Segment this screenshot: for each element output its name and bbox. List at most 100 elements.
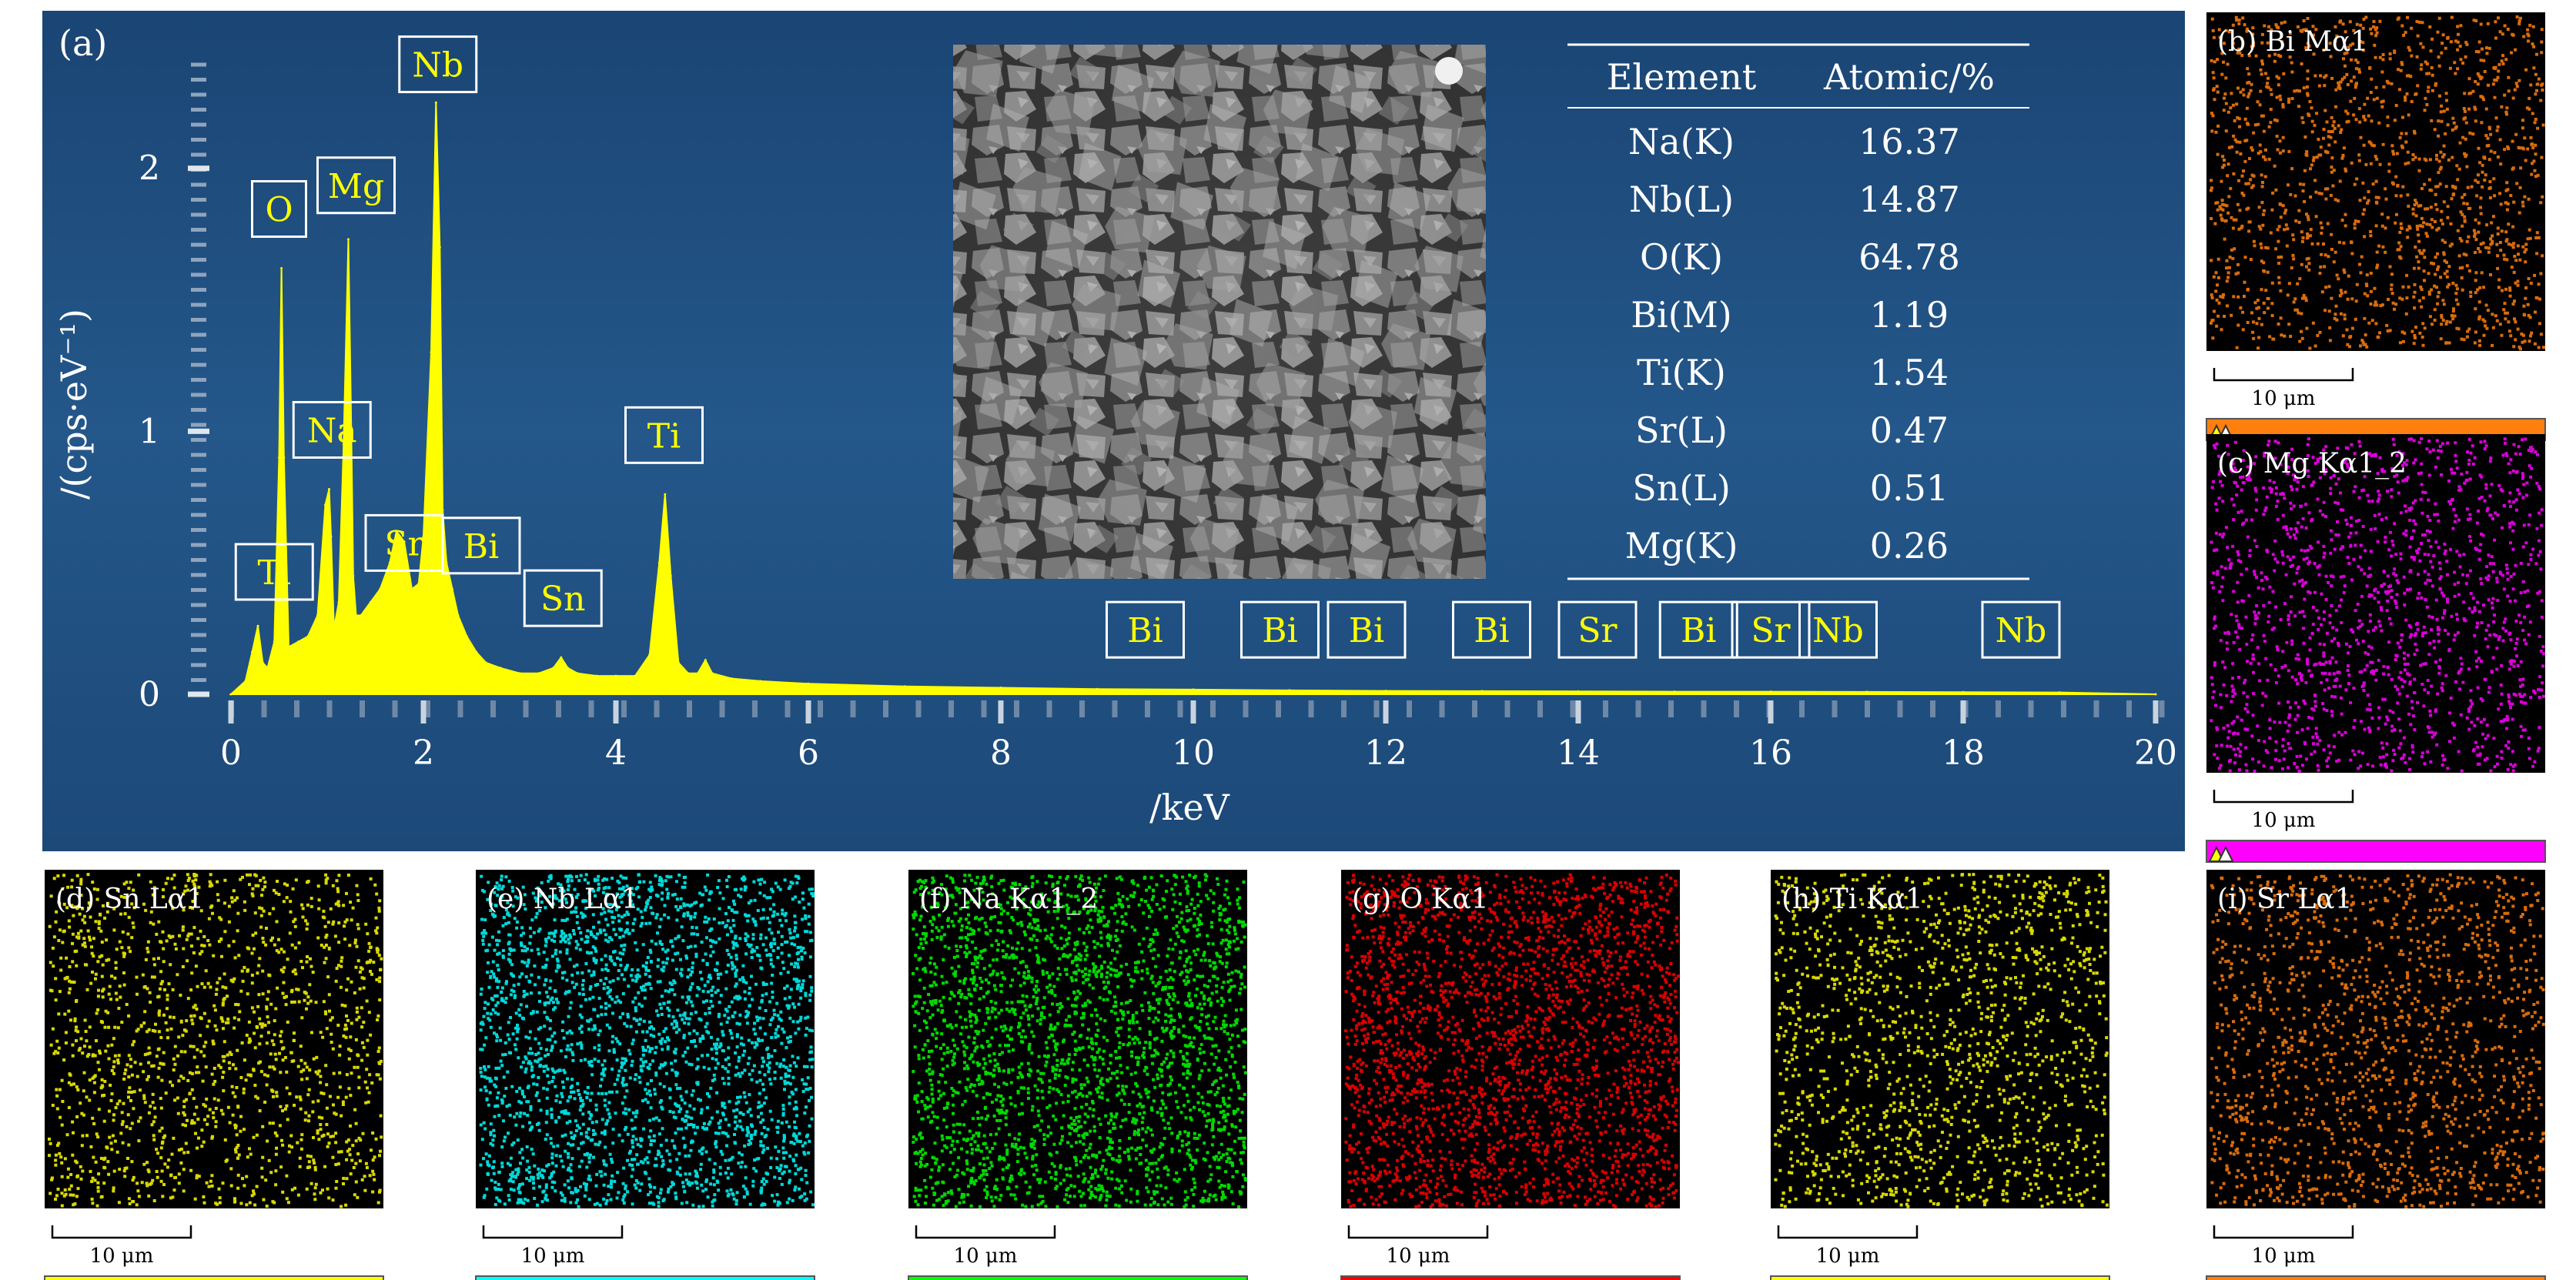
x-axis-label: /keV (1149, 787, 1230, 828)
spectrum-point (434, 101, 437, 104)
spectrum-point (1192, 688, 1195, 691)
spectrum-point (999, 687, 1002, 689)
x-minor-tick (981, 700, 987, 717)
y-minor-tick (191, 648, 206, 652)
spectrum-point (441, 509, 444, 512)
x-minor-tick (2028, 700, 2034, 717)
spectrum-point (352, 574, 355, 577)
peak-label-text: Sn (540, 580, 585, 619)
peak-label-ti: Ti (234, 543, 314, 601)
scale-bar (1347, 1225, 1489, 1239)
table-cell-atomic: 0.47 (1870, 409, 1949, 451)
spectrum-point (438, 246, 441, 249)
x-minor-tick (883, 700, 888, 717)
peak-label-bi: Bi (1326, 600, 1407, 659)
y-axis-label: /(cps·eV⁻¹) (53, 309, 95, 500)
map-panel-3: (e) Nb Lα1 10 μm (475, 870, 815, 1280)
y-minor-tick (191, 242, 206, 247)
x-tick-label: 20 (2134, 734, 2177, 773)
table-cell-element: Na(K) (1628, 121, 1735, 162)
x-minor-tick (1112, 700, 1118, 717)
peak-label-bi: Bi (1452, 600, 1531, 659)
scale-bar (1777, 1225, 1919, 1239)
x-tick-label: 8 (990, 734, 1012, 773)
x-minor-tick (1079, 700, 1085, 717)
map-image (45, 870, 383, 1208)
spectrum-point (244, 680, 247, 683)
y-minor-tick (191, 378, 206, 382)
peak-label-text: Sr (384, 524, 424, 563)
peak-label-text: Nb (412, 46, 463, 85)
y-minor-tick (191, 122, 206, 127)
table-cell-element: Sn(L) (1632, 467, 1731, 509)
scale-bar-label: 10 μm (521, 1245, 585, 1268)
peak-label-nb: Nb (398, 35, 478, 94)
scale-bar-label: 10 μm (90, 1245, 154, 1268)
x-major-tick (1383, 700, 1389, 724)
spectrum-point (1769, 690, 1772, 693)
peak-label-box (1731, 600, 1811, 659)
x-minor-tick (1832, 700, 1838, 717)
y-minor-tick (191, 182, 206, 187)
map-panel-4: (f) Na Kα1_2 10 μm (908, 870, 1248, 1280)
spectrum-point (677, 661, 680, 664)
spectrum-point (445, 561, 448, 564)
peak-label-sr: Sr (364, 513, 444, 572)
spectrum-point (355, 614, 357, 617)
spectrum-point (1096, 687, 1099, 690)
table-cell-element: Ti(K) (1637, 352, 1726, 393)
x-minor-tick (1635, 700, 1641, 717)
peak-label-sn: Sn (523, 569, 603, 627)
map-panel-2: (d) Sn Lα1 10 μm (44, 870, 384, 1280)
composition-table: Element Atomic/% Na(K) 16.37 Nb(L) 14.87 O(K… (1567, 43, 2029, 580)
x-major-tick (1768, 700, 1774, 724)
x-tick-label: 12 (1364, 734, 1407, 773)
spectrum-point (229, 693, 233, 696)
peak-label-na: Na (292, 401, 372, 459)
peak-label-text: Mg (328, 167, 384, 206)
spectrum-point (422, 535, 425, 538)
x-minor-tick (425, 700, 430, 717)
peak-label-text: Bi (1262, 611, 1297, 650)
x-major-tick (2153, 700, 2159, 724)
table-cell-atomic: 16.37 (1858, 121, 1960, 162)
x-minor-tick (1996, 700, 2001, 717)
peak-label-box (251, 180, 307, 238)
peak-label-text: Bi (1474, 611, 1509, 650)
color-bar (475, 1275, 815, 1280)
x-tick-label: 10 (1172, 734, 1215, 773)
spectrum-point (465, 635, 468, 638)
x-minor-tick (654, 700, 660, 717)
y-minor-tick (191, 528, 206, 532)
scale-bar-label: 10 μm (2252, 809, 2316, 832)
table-cell-element: Mg(K) (1625, 525, 1738, 566)
x-major-tick (1575, 700, 1581, 724)
x-minor-tick (261, 700, 267, 717)
y-minor-tick (191, 498, 206, 502)
spectrum-point (430, 351, 433, 354)
y-tick-label: 2 (139, 149, 160, 189)
spectrum-point (266, 667, 269, 670)
y-minor-tick (191, 302, 206, 307)
spectrum-point (261, 661, 264, 664)
y-minor-tick (191, 513, 206, 517)
x-tick-label: 2 (413, 734, 434, 773)
spectrum-point (369, 600, 372, 603)
peak-label-box (316, 156, 396, 215)
peak-label-text: Sr (1577, 611, 1618, 650)
spectrum-point (669, 574, 672, 577)
peak-label-text: Na (307, 412, 357, 451)
x-minor-tick (1668, 700, 1674, 717)
x-minor-tick (1308, 700, 1314, 717)
x-minor-tick (1701, 700, 1707, 717)
table-cell-atomic: 0.26 (1870, 525, 1949, 566)
peak-label-sr: Sr (1731, 600, 1811, 659)
table-cell-atomic: 0.51 (1870, 467, 1949, 509)
spectrum-point (567, 667, 569, 670)
y-minor-tick (191, 573, 206, 577)
x-tick-label: 16 (1749, 734, 1792, 773)
map-label: (g) O Kα1 (1352, 884, 1489, 915)
x-minor-tick (1046, 700, 1052, 717)
map-speckle (479, 873, 815, 1208)
